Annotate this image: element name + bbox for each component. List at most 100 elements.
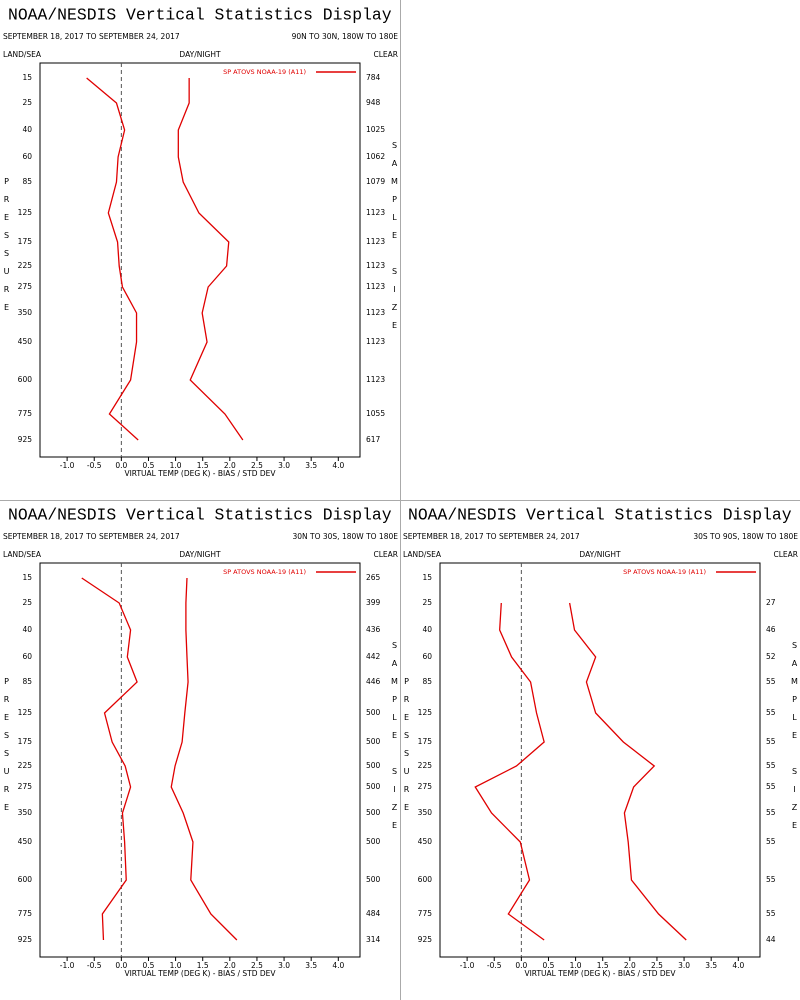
legend-label: SP ATOVS NOAA-19 (A11) [223, 68, 306, 76]
y-tick-label: 925 [418, 935, 433, 944]
header: LAND/SEA [403, 550, 442, 559]
y-tick-label: 225 [18, 261, 33, 270]
subtitle: SEPTEMBER 18, 2017 TO SEPTEMBER 24, 2017 [3, 32, 180, 41]
legend-label: SP ATOVS NOAA-19 (A11) [623, 568, 706, 576]
sample-size: 1079 [366, 177, 385, 186]
sample-size: 1123 [366, 375, 385, 384]
y-tick-label: 125 [18, 708, 33, 717]
x-tick-label: 2.5 [251, 461, 263, 470]
x-tick-label: 0.5 [143, 461, 155, 470]
sample-size: 55 [766, 909, 776, 918]
y-tick-label: 450 [18, 337, 33, 346]
std_dev-line [568, 602, 687, 941]
sample-size: 55 [766, 875, 776, 884]
sample-size: 27 [766, 598, 776, 607]
x-tick-label: -1.0 [460, 961, 475, 970]
sample-size: 55 [766, 737, 776, 746]
header: CLEAR [374, 550, 399, 559]
x-tick-label: 0.0 [115, 961, 127, 970]
chart-title: NOAA/NESDIS Vertical Statistics Display [8, 5, 392, 24]
x-tick-label: -0.5 [87, 461, 102, 470]
sample-size: 1123 [366, 282, 385, 291]
x-tick-label: 1.5 [197, 461, 209, 470]
y-tick-label: 275 [18, 782, 33, 791]
sample-size: 55 [766, 708, 776, 717]
y-tick-label: 15 [22, 573, 32, 582]
subtitle: SEPTEMBER 18, 2017 TO SEPTEMBER 24, 2017 [3, 532, 180, 541]
y-tick-label: 600 [18, 375, 33, 384]
sample-size: 784 [366, 73, 381, 82]
y-tick-label: 175 [18, 737, 33, 746]
sample-size: 1123 [366, 308, 385, 317]
x-axis-label: VIRTUAL TEMP (DEG K) - BIAS / STD DEV [124, 469, 276, 478]
sample-size: 500 [366, 808, 381, 817]
region: 30S TO 90S, 180W TO 180E [693, 532, 798, 541]
sample-size: 46 [766, 625, 776, 634]
axis-label: SAMPLE SIZE [390, 641, 399, 839]
header: CLEAR [374, 50, 399, 59]
y-tick-label: 40 [22, 125, 32, 134]
region: 30N TO 30S, 180W TO 180E [292, 532, 398, 541]
sample-size: 55 [766, 677, 776, 686]
sample-size: 1123 [366, 337, 385, 346]
axis-label: PRESSURE [402, 677, 411, 821]
x-axis-label: VIRTUAL TEMP (DEG K) - BIAS / STD DEV [524, 969, 676, 978]
sample-size: 314 [366, 935, 381, 944]
y-tick-label: 15 [22, 73, 32, 82]
axis-label: SAMPLE SIZE [790, 641, 799, 839]
header: CLEAR [774, 550, 799, 559]
x-tick-label: 3.0 [278, 461, 290, 470]
y-tick-label: 25 [22, 598, 32, 607]
y-tick-label: 85 [422, 677, 432, 686]
sample-size: 1123 [366, 261, 385, 270]
y-tick-label: 40 [22, 625, 32, 634]
axis-label: PRESSURE [2, 677, 11, 821]
sample-size: 948 [366, 98, 381, 107]
x-tick-label: 1.0 [570, 961, 582, 970]
chart-panel: NOAA/NESDIS Vertical Statistics Display S… [403, 505, 799, 978]
sample-size: 500 [366, 761, 381, 770]
x-tick-label: 2.0 [624, 961, 636, 970]
sample-size: 55 [766, 808, 776, 817]
x-tick-label: 2.5 [651, 961, 663, 970]
y-tick-label: 925 [18, 435, 33, 444]
sample-size: 1123 [366, 237, 385, 246]
x-tick-label: 1.5 [597, 961, 609, 970]
y-tick-label: 60 [22, 652, 32, 661]
y-tick-label: 175 [18, 237, 33, 246]
x-tick-label: 1.0 [170, 961, 182, 970]
x-tick-label: 4.0 [332, 961, 344, 970]
x-tick-label: 0.0 [515, 961, 527, 970]
x-tick-label: -1.0 [60, 461, 75, 470]
bias-line [81, 577, 138, 941]
axis-label: SAMPLE SIZE [390, 141, 399, 339]
sample-size: 500 [366, 875, 381, 884]
sample-size: 500 [366, 782, 381, 791]
sample-size: 55 [766, 761, 776, 770]
std_dev-line [170, 577, 238, 941]
sample-size: 52 [766, 652, 776, 661]
y-tick-label: 60 [22, 152, 32, 161]
chart-title: NOAA/NESDIS Vertical Statistics Display [408, 505, 792, 524]
chart-panel: NOAA/NESDIS Vertical Statistics Display S… [3, 505, 399, 978]
y-tick-label: 25 [422, 598, 432, 607]
y-tick-label: 350 [18, 308, 33, 317]
y-tick-label: 225 [18, 761, 33, 770]
y-tick-label: 125 [418, 708, 433, 717]
y-tick-label: 925 [18, 935, 33, 944]
legend-label: SP ATOVS NOAA-19 (A11) [223, 568, 306, 576]
y-tick-label: 350 [418, 808, 433, 817]
sample-size: 500 [366, 708, 381, 717]
header: LAND/SEA [3, 550, 42, 559]
subtitle: SEPTEMBER 18, 2017 TO SEPTEMBER 24, 2017 [403, 532, 580, 541]
y-tick-label: 225 [418, 761, 433, 770]
y-tick-label: 175 [418, 737, 433, 746]
sample-size: 44 [766, 935, 776, 944]
sample-size: 500 [366, 837, 381, 846]
sample-size: 1062 [366, 152, 385, 161]
plot-frame [39, 62, 361, 458]
x-tick-label: 1.0 [170, 461, 182, 470]
x-tick-label: -1.0 [60, 961, 75, 970]
bias-line [474, 602, 545, 941]
